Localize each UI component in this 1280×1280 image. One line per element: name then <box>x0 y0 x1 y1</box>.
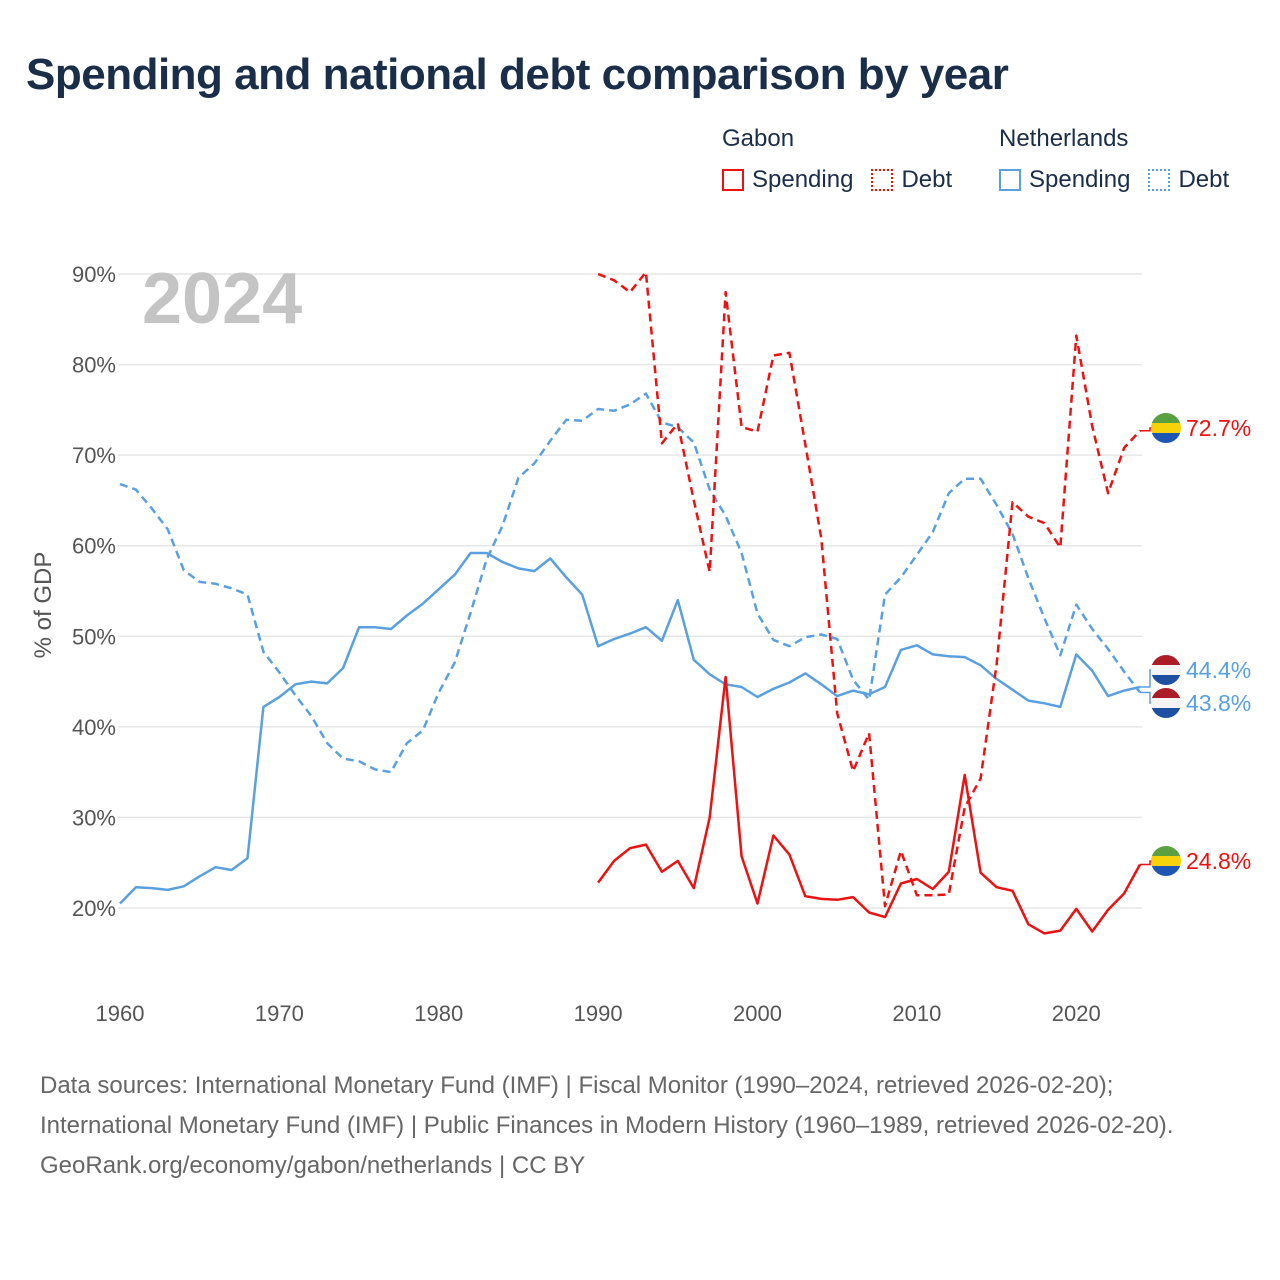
footer: Data sources: International Monetary Fun… <box>40 1066 1240 1186</box>
end-connector <box>1140 691 1153 704</box>
legend-netherlands-spending[interactable]: Spending <box>999 166 1130 194</box>
flag-stripe <box>1151 856 1181 866</box>
flag-stripe <box>1151 675 1181 685</box>
flag-stripe <box>1151 846 1181 856</box>
data-sources: Data sources: International Monetary Fun… <box>40 1072 1174 1139</box>
x-axis-ticks: 1960 1970 1980 1990 2000 2010 2020 <box>96 1001 1101 1026</box>
credit-link[interactable]: GeoRank.org/economy/gabon/netherlands | … <box>40 1152 586 1179</box>
y-tick-label: 20% <box>72 896 116 921</box>
series-line-netherlands-spending <box>119 551 1141 905</box>
x-tick-label: 1990 <box>574 1001 623 1026</box>
x-tick-label: 1960 <box>96 1001 145 1026</box>
flag-stripe <box>1151 688 1181 698</box>
flag-stripe <box>1151 708 1181 718</box>
y-tick-label: 90% <box>72 262 116 287</box>
dotted-line-swatch-icon <box>1148 169 1171 191</box>
line-chart: 2024 20%30%40%50%60%70%80%90% 1960 1970 19… <box>30 259 1251 1026</box>
flag-stripe <box>1151 698 1181 708</box>
chart-title: Spending and national debt comparison by… <box>26 50 1009 99</box>
legend-gabon-debt[interactable]: Debt <box>871 166 952 194</box>
end-markers: 44.4% 43.8% 24.8% 72.7% <box>1140 413 1251 876</box>
flag-stripe <box>1151 433 1181 443</box>
solid-line-swatch-icon <box>722 169 744 191</box>
gabon-flag-icon <box>1151 846 1181 876</box>
netherlands-flag-icon <box>1151 655 1181 685</box>
solid-line-swatch-icon <box>999 169 1021 191</box>
netherlands-flag-icon <box>1151 688 1181 718</box>
flag-stripe <box>1151 866 1181 876</box>
y-tick-label: 50% <box>72 624 116 649</box>
legend-label: Debt <box>1178 166 1230 193</box>
end-value-label: 24.8% <box>1186 848 1251 874</box>
gabon-flag-icon <box>1151 413 1181 443</box>
series-lines <box>119 270 1142 935</box>
dotted-line-swatch-icon <box>871 169 894 191</box>
x-tick-label: 2010 <box>892 1001 941 1026</box>
gridlines <box>118 273 1142 909</box>
legend-label: Spending <box>1029 166 1131 193</box>
legend-netherlands-debt[interactable]: Debt <box>1148 166 1229 194</box>
y-tick-label: 60% <box>72 534 116 559</box>
legend-group-gabon: Gabon Spending Debt <box>722 124 970 194</box>
x-tick-label: 2020 <box>1052 1001 1101 1026</box>
legend-gabon-spending[interactable]: Spending <box>722 166 853 194</box>
legend-label: Spending <box>752 166 854 193</box>
x-tick-label: 2000 <box>733 1001 782 1026</box>
y-tick-label: 80% <box>72 353 116 378</box>
end-connector <box>1140 669 1153 688</box>
y-tick-label: 70% <box>72 443 116 468</box>
flag-stripe <box>1151 423 1181 433</box>
x-tick-label: 1980 <box>414 1001 463 1026</box>
y-axis-ticks: 20% 30% 40% 50% 60% 70% 80% 90% <box>72 262 116 921</box>
legend-country-netherlands: Netherlands <box>999 125 1129 152</box>
legend-label: Debt <box>901 166 953 193</box>
legend-country-gabon: Gabon <box>722 125 795 152</box>
flag-stripe <box>1151 655 1181 665</box>
end-value-label: 43.8% <box>1186 690 1251 716</box>
flag-stripe <box>1151 665 1181 675</box>
legend-group-netherlands: Netherlands Spending Debt <box>999 124 1229 194</box>
series-line-gabon-spending <box>597 675 1142 935</box>
x-tick-label: 1970 <box>255 1001 304 1026</box>
y-axis-label: % of GDP <box>30 552 57 659</box>
y-tick-label: 30% <box>72 805 116 830</box>
y-tick-label: 40% <box>72 715 116 740</box>
series-line-gabon-debt <box>597 270 1141 908</box>
series-line-netherlands-debt <box>119 392 1141 774</box>
end-value-label: 44.4% <box>1186 657 1251 683</box>
year-watermark: 2024 <box>142 259 302 339</box>
end-value-label: 72.7% <box>1186 415 1251 441</box>
flag-stripe <box>1151 413 1181 423</box>
